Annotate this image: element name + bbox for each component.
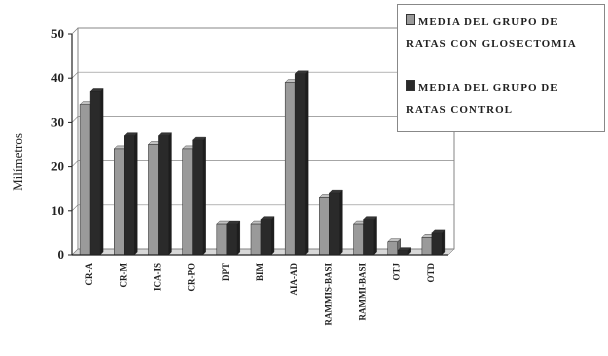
bar-side <box>373 216 377 256</box>
y-tick-label: 50 <box>51 26 64 41</box>
bar <box>114 148 125 256</box>
bar <box>226 223 238 256</box>
bar-side <box>236 220 241 256</box>
bar <box>250 223 262 256</box>
y-axis-label: Milímetros <box>10 133 25 191</box>
bar <box>387 241 398 256</box>
legend-item-glosectomia: MEDIA DEL GRUPO DE RATAS CON GLOSECTOMIA <box>406 11 602 55</box>
axes: 0 10 20 30 40 50 CR-A CR-M ICA-IS CR-PO DPT BIM AIA-… <box>51 26 448 326</box>
bar <box>421 237 433 256</box>
bar <box>363 219 374 256</box>
x-tick-label: OTD <box>426 263 436 283</box>
bar <box>397 250 408 256</box>
bar-side <box>168 132 172 256</box>
y-tick-label: 10 <box>51 203 64 218</box>
legend-label: MEDIA DEL GRUPO DE RATAS CONTROL <box>406 82 559 116</box>
bar <box>148 144 159 256</box>
bar <box>79 104 91 256</box>
bars <box>79 70 446 256</box>
x-tick-label: DPT <box>221 263 231 281</box>
legend-swatch-black <box>406 80 415 91</box>
bar-side <box>441 229 446 256</box>
x-tick-label: RAMMI-BASI <box>358 263 368 321</box>
bar <box>124 135 135 256</box>
bar <box>319 197 330 256</box>
y-tick-label: 0 <box>58 247 65 262</box>
bar <box>260 219 272 256</box>
gridline-side <box>71 160 79 167</box>
bar <box>89 91 101 256</box>
y-tick-label: 30 <box>51 114 64 129</box>
bar-side <box>134 132 138 256</box>
gridline-side <box>71 248 79 256</box>
y-tick-label: 40 <box>51 70 64 85</box>
bar <box>158 135 169 256</box>
gridline-side <box>71 116 79 123</box>
x-tick-label: OTJ <box>392 263 402 281</box>
gridline-side <box>71 27 79 35</box>
bar-side <box>270 216 275 256</box>
legend-swatch-gray <box>406 14 415 25</box>
bar-side <box>99 87 104 256</box>
bar <box>192 139 203 256</box>
bar <box>353 223 364 256</box>
bar <box>284 82 296 256</box>
bar-side <box>339 189 343 256</box>
bar <box>216 223 228 256</box>
bar <box>431 232 443 256</box>
gridline-side <box>71 71 79 79</box>
bar <box>182 148 193 256</box>
x-tick-label: RAMMIS-BASI <box>323 263 333 326</box>
bar <box>294 73 306 256</box>
x-tick-label: BIM <box>255 262 265 281</box>
x-tick-label: CR-M <box>118 263 128 288</box>
bar <box>329 192 340 256</box>
y-tick-label: 20 <box>51 159 64 174</box>
x-tick-label: AIA-AD <box>289 263 299 296</box>
x-tick-label: ICA-IS <box>152 263 162 291</box>
legend-label: MEDIA DEL GRUPO DE RATAS CON GLOSECTOMIA <box>406 16 577 50</box>
legend-item-control: MEDIA DEL GRUPO DE RATAS CONTROL <box>406 77 602 121</box>
bar-side <box>202 136 206 256</box>
x-tick-label: CR-A <box>84 263 94 286</box>
x-tick-label: CR-PO <box>187 263 197 292</box>
bar-side <box>304 70 309 256</box>
gridline-side <box>71 204 79 212</box>
legend: MEDIA DEL GRUPO DE RATAS CON GLOSECTOMIA… <box>397 4 605 132</box>
